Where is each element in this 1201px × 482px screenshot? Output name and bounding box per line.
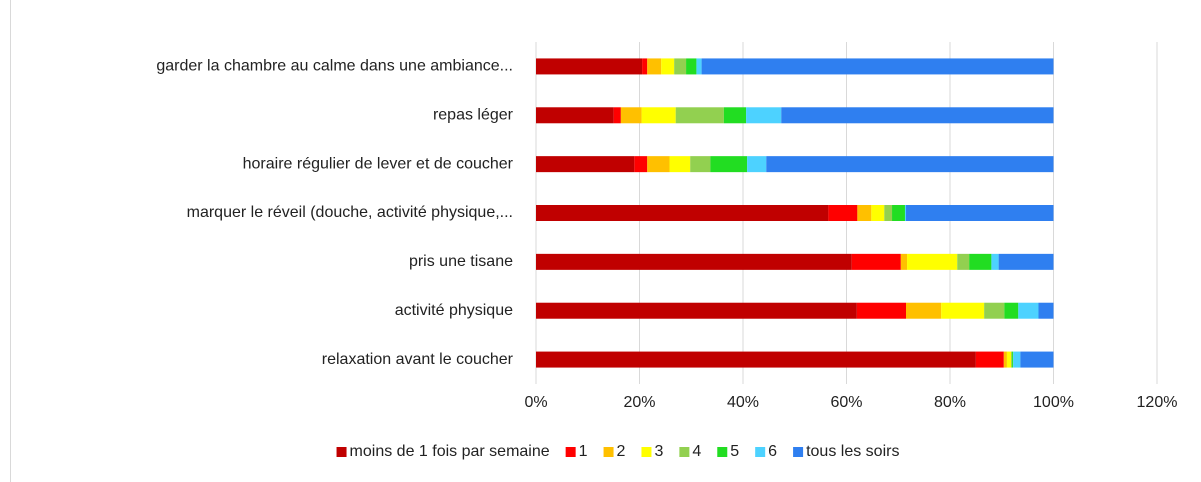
bar-segment — [669, 156, 691, 173]
bar-segment — [746, 107, 782, 124]
x-tick-label: 20% — [623, 394, 655, 411]
bar-segment — [536, 253, 852, 270]
bar-segment — [747, 156, 767, 173]
bar-segment — [884, 205, 893, 221]
bar-segment — [1038, 302, 1054, 319]
bar-segment — [1011, 351, 1013, 368]
bar-segment — [634, 156, 648, 173]
bar-segment — [892, 205, 905, 221]
bar-segment — [686, 58, 697, 75]
bar-segment — [613, 107, 621, 124]
bar-segment — [998, 253, 1054, 270]
legend-swatch — [793, 447, 804, 457]
bar-segment — [969, 253, 992, 270]
bar-segment — [1003, 351, 1007, 368]
legend-label: 5 — [730, 443, 739, 460]
legend-label: 6 — [768, 443, 777, 460]
bar-segment — [984, 302, 1005, 319]
legend-label: 4 — [692, 443, 701, 460]
legend-swatch — [717, 447, 728, 457]
bar-segment — [851, 253, 901, 270]
y-tick-label: pris une tisane — [409, 253, 513, 270]
legend-label: 2 — [617, 443, 626, 460]
bar-segment — [900, 253, 908, 270]
bar-segment — [696, 58, 702, 75]
bar-segment — [536, 156, 635, 173]
legend-label: 3 — [654, 443, 663, 460]
bar-segment — [647, 58, 662, 75]
bar-segment — [975, 351, 1004, 368]
bar-segment — [690, 156, 711, 173]
bar-segment — [536, 205, 829, 221]
bar-segment — [1013, 351, 1021, 368]
bar-segment — [906, 205, 1054, 221]
y-tick-label: horaire régulier de lever et de coucher — [243, 155, 514, 172]
x-tick-label: 100% — [1033, 394, 1074, 411]
bar-segment — [674, 58, 687, 75]
bar-segment — [701, 58, 1054, 75]
legend-label: tous les soirs — [806, 443, 899, 460]
bar-segment — [536, 302, 857, 319]
bar-segment — [828, 205, 858, 221]
bar-segment — [1020, 351, 1054, 368]
bar-segment — [536, 107, 614, 124]
bar-segment — [941, 302, 985, 319]
legend: moins de 1 fois par semaine 1 2 3 4 5 6 tous le… — [336, 443, 899, 460]
bar-segment — [661, 58, 675, 75]
bar-segment — [641, 107, 676, 124]
bar-segment — [957, 253, 970, 270]
x-tick-label: 40% — [727, 394, 759, 411]
bar-segment — [991, 253, 999, 270]
bar-segment — [904, 205, 907, 221]
legend-swatch — [565, 447, 576, 457]
legend-swatch — [679, 447, 690, 457]
bar-segment — [710, 156, 748, 173]
x-tick-label: 80% — [934, 394, 966, 411]
y-tick-label: garder la chambre au calme dans une ambi… — [156, 58, 513, 75]
y-tick-label: activité physique — [395, 302, 513, 319]
legend-swatch — [336, 447, 347, 457]
x-tick-label: 0% — [524, 394, 547, 411]
y-tick-label: relaxation avant le coucher — [322, 351, 514, 368]
bar-segment — [723, 107, 747, 124]
bar-segment — [871, 205, 885, 221]
bar-segment — [1006, 351, 1012, 368]
bar-segment — [857, 205, 872, 221]
y-tick-label: marquer le réveil (douche, activité phys… — [187, 204, 513, 221]
bar-segment — [907, 253, 958, 270]
x-tick-label: 120% — [1137, 394, 1178, 411]
x-tick-label: 60% — [830, 394, 862, 411]
bar-segment — [906, 302, 942, 319]
bar-segment — [675, 107, 724, 124]
bar-segment — [766, 156, 1054, 173]
bar-segment — [1004, 302, 1019, 319]
bar-segment — [1012, 351, 1014, 368]
bar-segment — [856, 302, 907, 319]
y-tick-label: repas léger — [433, 107, 514, 124]
legend-swatch — [603, 447, 614, 457]
bar-segment — [647, 156, 670, 173]
legend-label: moins de 1 fois par semaine — [350, 443, 550, 460]
legend-label: 1 — [579, 443, 588, 460]
bar-segment — [1018, 302, 1039, 319]
legend-swatch — [755, 447, 766, 457]
bar-segment — [642, 58, 648, 75]
bar-segment — [536, 351, 976, 368]
bar-segment — [620, 107, 642, 124]
bar-segment — [536, 58, 643, 75]
bar-segment — [781, 107, 1054, 124]
legend-swatch — [641, 447, 652, 457]
